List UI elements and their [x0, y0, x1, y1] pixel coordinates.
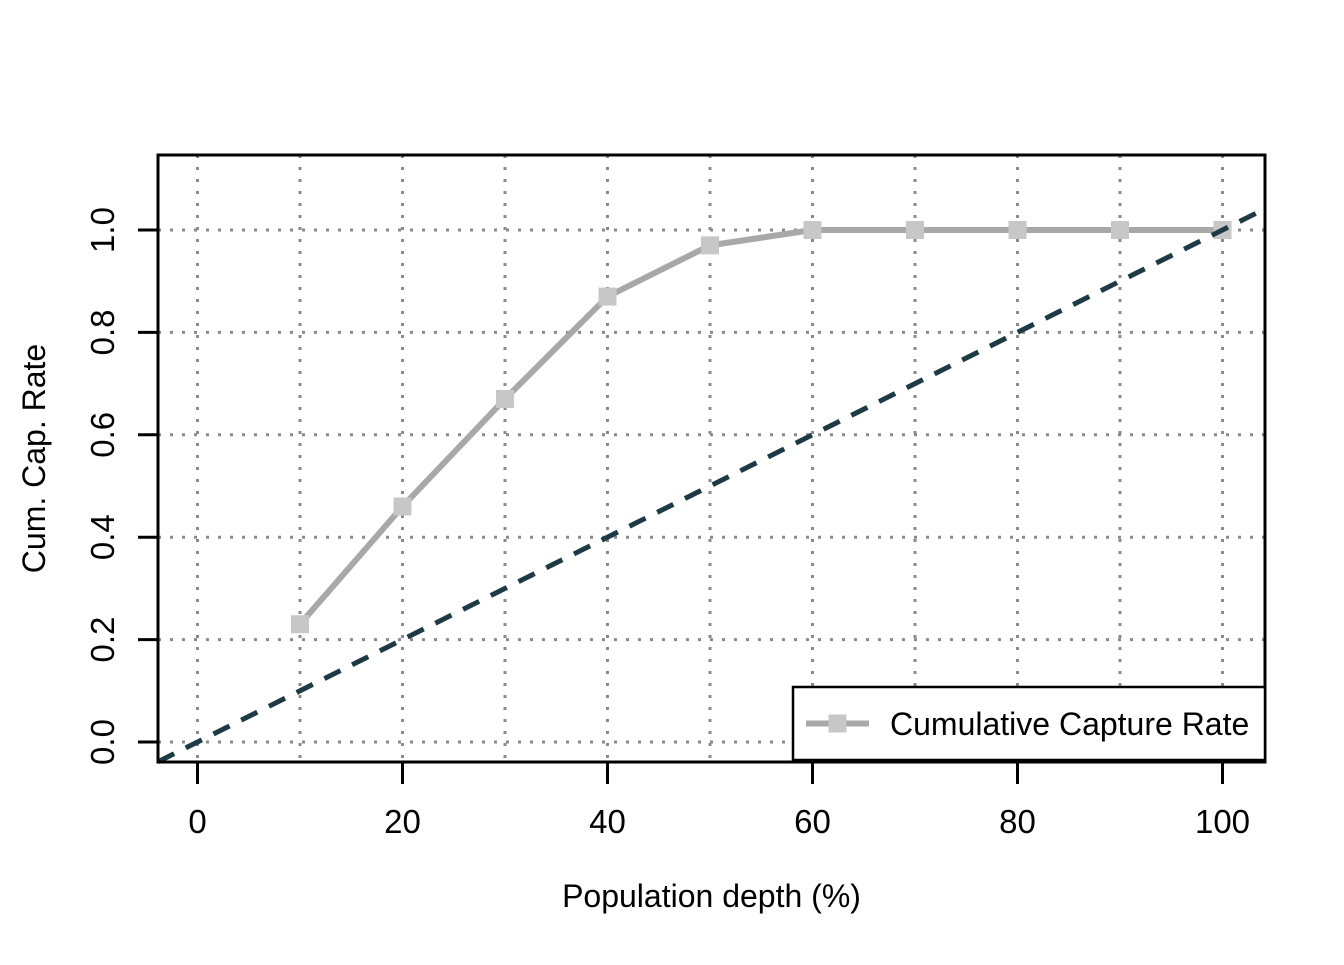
baseline-layer: [156, 206, 1267, 764]
y-axis-tick-label: 0.4: [84, 514, 121, 560]
data-point-marker: [291, 615, 309, 634]
x-axis-tick-label: 80: [999, 803, 1036, 840]
legend-box: [791, 685, 1267, 762]
data-point-marker: [496, 389, 514, 408]
legend-label: Cumulative Capture Rate: [890, 706, 1249, 742]
x-axis-title: Population depth (%): [562, 878, 861, 914]
y-axis-tick-label: 0.0: [84, 719, 121, 765]
baseline-dashed-diagonal: [156, 206, 1267, 764]
data-point-marker: [598, 287, 617, 306]
series-line-cumulative-capture-rate: [297, 227, 1226, 628]
x-axis-tick-label: 40: [589, 803, 626, 840]
plot-border: [156, 153, 1267, 764]
data-point-marker: [393, 497, 412, 516]
x-axis-tick-label: 0: [188, 803, 206, 840]
y-axis-tick-label: 0.6: [84, 412, 121, 458]
y-axis-tick-label: 1.0: [84, 207, 121, 253]
legend: Cumulative Capture Rate: [791, 685, 1267, 762]
grid-layer: [158, 155, 1265, 762]
y-axis-tick-label: 0.2: [84, 617, 121, 663]
y-axis-title: Cum. Cap. Rate: [16, 344, 52, 573]
series-layer: [291, 221, 1232, 634]
data-point-marker: [701, 236, 719, 255]
x-axis-tick-label: 60: [794, 803, 831, 840]
axis-layer: 0 20 40 60 80 100 0.0 0.2 0.4 0.6 0.8 1.0: [84, 207, 1250, 840]
data-point-marker: [803, 221, 822, 239]
y-axis-tick-label: 0.8: [84, 309, 121, 355]
x-axis-tick-label: 20: [384, 803, 421, 840]
data-point-marker: [1008, 221, 1027, 239]
data-point-marker: [906, 221, 924, 239]
x-axis-tick-label: 100: [1195, 803, 1250, 840]
data-point-marker: [1111, 221, 1129, 239]
legend-marker-square: [828, 714, 847, 733]
